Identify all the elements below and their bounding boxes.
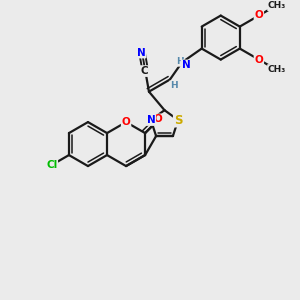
Text: Cl: Cl (46, 160, 57, 170)
Text: N: N (137, 48, 146, 58)
Text: H: H (170, 81, 178, 90)
Text: CH₃: CH₃ (268, 65, 286, 74)
Text: O: O (254, 55, 263, 65)
Text: O: O (254, 10, 263, 20)
Text: H: H (176, 57, 184, 66)
Text: N: N (146, 115, 155, 125)
Text: C: C (140, 66, 148, 76)
Text: S: S (174, 114, 182, 127)
Text: N: N (182, 60, 190, 70)
Text: O: O (122, 117, 130, 127)
Text: O: O (154, 114, 162, 124)
Text: CH₃: CH₃ (268, 1, 286, 10)
